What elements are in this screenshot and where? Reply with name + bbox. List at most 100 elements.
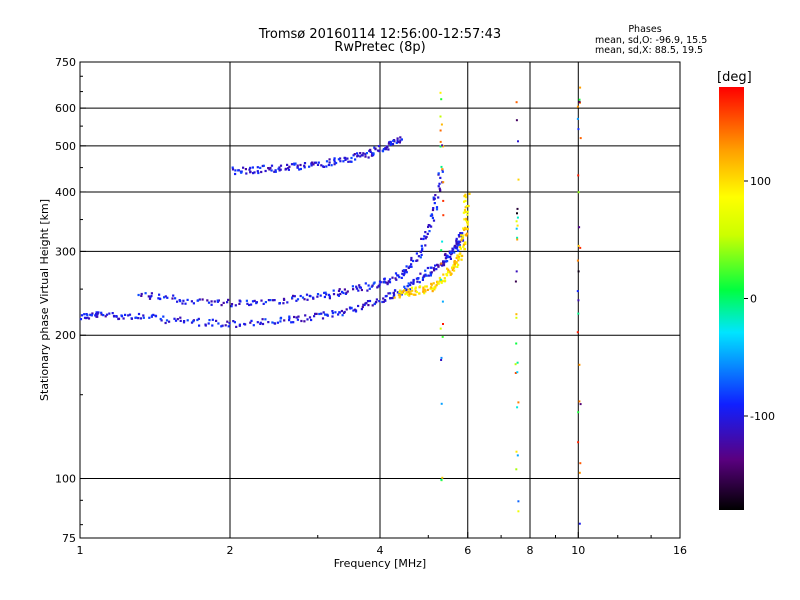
scatter-point	[467, 204, 470, 208]
scatter-point	[374, 301, 378, 304]
data-points	[79, 86, 582, 525]
scatter-point	[463, 200, 466, 203]
scatter-point	[278, 302, 281, 305]
scatter-point	[243, 322, 246, 326]
scatter-point	[400, 276, 403, 279]
scatter-point	[459, 232, 462, 235]
scatter-point	[296, 318, 299, 321]
scatter-point	[466, 232, 469, 235]
scatter-point	[423, 274, 426, 277]
scatter-point	[458, 252, 461, 255]
scatter-point	[412, 282, 415, 285]
scatter-point	[407, 291, 410, 294]
scatter-point	[122, 317, 125, 320]
scatter-point	[90, 314, 93, 317]
scatter-point	[441, 240, 444, 243]
scatter-point	[414, 293, 417, 296]
scatter-point	[283, 298, 286, 301]
scatter-point	[441, 476, 444, 479]
scatter-point	[389, 297, 392, 300]
scatter-point	[389, 140, 392, 143]
scatter-point	[328, 158, 331, 161]
scatter-point	[441, 300, 444, 303]
scatter-point	[137, 317, 140, 320]
scatter-point	[308, 294, 311, 297]
scatter-point	[168, 320, 171, 323]
scatter-point	[441, 279, 444, 283]
scatter-point	[410, 292, 413, 295]
scatter-point	[298, 168, 301, 171]
phase-stats-x: mean, sd,X: 88.5, 19.5	[595, 45, 704, 56]
scatter-point	[402, 274, 405, 277]
scatter-point	[433, 197, 436, 200]
scatter-point	[435, 268, 438, 271]
scatter-point	[357, 289, 360, 292]
scatter-point	[410, 265, 413, 268]
scatter-point	[282, 302, 285, 305]
scatter-point	[458, 245, 462, 248]
scatter-point	[269, 166, 272, 170]
colorbar-unit: [deg]	[717, 70, 752, 85]
scatter-point	[393, 289, 397, 292]
scatter-point	[154, 315, 158, 318]
scatter-point	[409, 283, 412, 287]
scatter-point	[352, 154, 355, 157]
scatter-point	[342, 160, 345, 163]
scatter-point	[215, 319, 218, 322]
scatter-point	[426, 288, 429, 291]
x-tick-label: 6	[464, 544, 471, 557]
scatter-point	[466, 220, 469, 223]
scatter-point	[441, 263, 444, 266]
scatter-point	[407, 288, 410, 291]
scatter-point	[179, 300, 182, 303]
scatter-point	[338, 288, 341, 291]
scatter-point	[357, 304, 360, 308]
scatter-point	[442, 323, 444, 325]
scatter-point	[579, 462, 582, 465]
scatter-point	[437, 173, 440, 176]
scatter-point	[227, 298, 230, 301]
scatter-point	[398, 294, 402, 297]
scatter-point	[325, 165, 328, 168]
scatter-point	[351, 285, 354, 288]
scatter-point	[338, 311, 341, 314]
scatter-point	[373, 302, 376, 306]
scatter-point	[249, 170, 252, 173]
scatter-point	[455, 256, 458, 260]
scatter-point	[337, 294, 340, 297]
scatter-point	[577, 411, 580, 414]
scatter-point	[359, 286, 362, 289]
scatter-point	[378, 300, 381, 303]
scatter-point	[423, 288, 426, 291]
scatter-point	[577, 244, 580, 247]
scatter-point	[440, 281, 443, 284]
scatter-point	[181, 302, 184, 305]
scatter-point	[464, 193, 467, 196]
scatter-point	[164, 295, 167, 298]
scatter-point	[423, 292, 426, 295]
scatter-point	[253, 171, 256, 174]
scatter-point	[437, 282, 440, 285]
scatter-point	[375, 298, 378, 301]
scatter-point	[368, 299, 372, 303]
scatter-point	[434, 264, 437, 267]
x-tick-label: 10	[571, 544, 585, 557]
scatter-point	[463, 228, 466, 231]
scatter-point	[337, 289, 341, 292]
scatter-point	[419, 285, 422, 288]
scatter-point	[457, 234, 460, 237]
scatter-point	[204, 324, 207, 327]
scatter-point	[321, 165, 325, 168]
scatter-point	[304, 314, 307, 317]
scatter-point	[393, 296, 396, 299]
scatter-point	[333, 158, 336, 161]
scatter-point	[245, 172, 248, 175]
scatter-point	[332, 289, 335, 292]
scatter-point	[382, 300, 385, 303]
scatter-point	[430, 225, 433, 228]
scatter-point	[291, 296, 294, 299]
scatter-point	[412, 259, 415, 263]
scatter-point	[385, 294, 388, 298]
scatter-point	[140, 292, 143, 296]
scatter-point	[183, 320, 186, 323]
